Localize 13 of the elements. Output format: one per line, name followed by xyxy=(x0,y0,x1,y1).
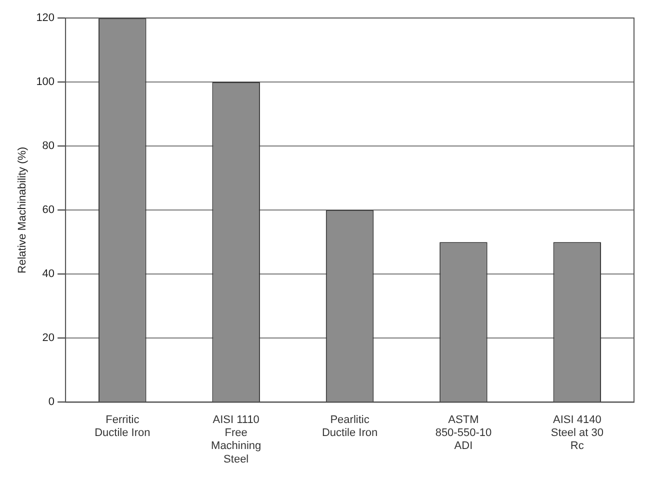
y-tick-label: 0 xyxy=(48,396,55,408)
y-tick-label: 100 xyxy=(36,76,55,88)
y-tick-label: 40 xyxy=(42,268,55,280)
x-tick-label: AISI 1110 Free Machining Steel xyxy=(211,414,262,466)
y-axis-title: Relative Machinability (%) xyxy=(16,146,29,274)
x-tick-label: AISI 4140 Steel at 30 Rc xyxy=(550,414,604,452)
y-tick-label: 120 xyxy=(36,12,55,24)
y-tick-label: 20 xyxy=(42,332,55,344)
x-tick-label: Pearlitic Ductile Iron xyxy=(322,414,378,440)
y-tick-label: 60 xyxy=(42,204,55,216)
x-tick-label: ASTM 850-550-10 ADI xyxy=(435,414,492,452)
y-tick-label: 80 xyxy=(42,140,55,152)
x-tick-label: Ferritic Ductile Iron xyxy=(94,414,150,440)
